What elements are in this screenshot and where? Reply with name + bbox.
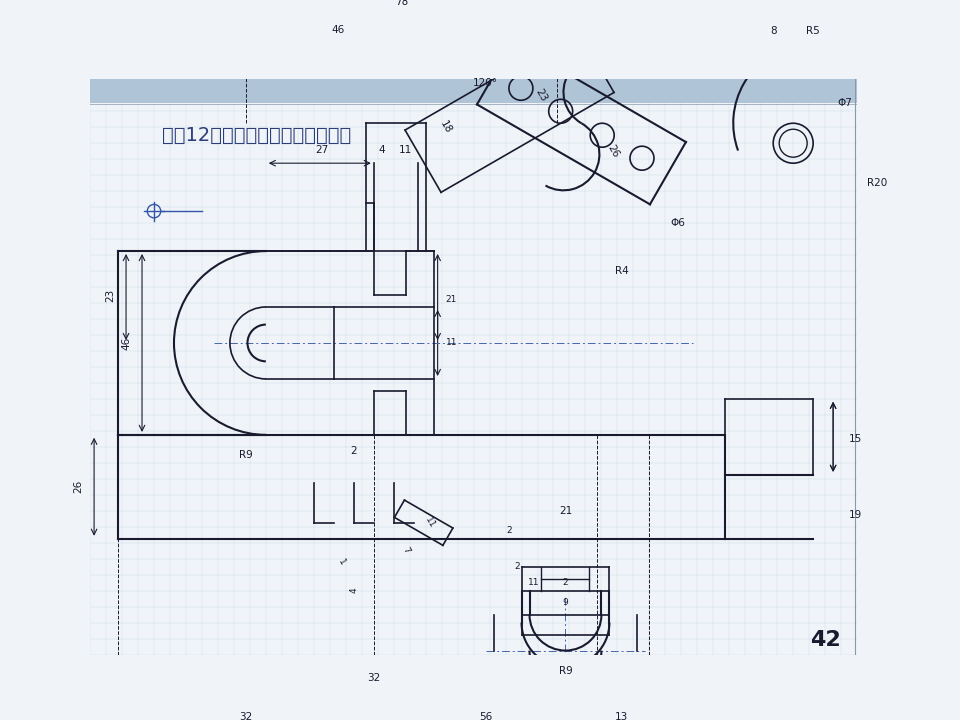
Text: 4: 4	[349, 588, 358, 593]
Text: 2: 2	[350, 446, 357, 456]
Text: 13: 13	[614, 713, 628, 720]
Text: R20: R20	[867, 178, 887, 188]
Text: 46: 46	[121, 336, 132, 350]
Text: R5: R5	[806, 27, 820, 37]
Text: 19: 19	[849, 510, 862, 520]
Text: 1: 1	[336, 558, 348, 567]
Text: R9: R9	[559, 665, 572, 675]
Text: 78: 78	[396, 0, 408, 7]
Text: 46: 46	[331, 25, 345, 35]
Text: 2: 2	[507, 526, 513, 535]
Text: 11: 11	[399, 145, 412, 156]
Text: 21: 21	[445, 294, 457, 304]
Text: 2: 2	[515, 562, 520, 571]
Text: 练习12：绘制如下图所示的图形。: 练习12：绘制如下图所示的图形。	[162, 126, 351, 145]
Text: 15: 15	[849, 434, 862, 444]
Text: 23: 23	[105, 289, 115, 302]
Text: 9: 9	[563, 598, 568, 607]
Text: Φ7: Φ7	[838, 98, 852, 108]
Text: 21: 21	[559, 505, 572, 516]
Text: 4: 4	[378, 145, 385, 156]
Text: 11: 11	[528, 578, 540, 587]
Text: 11: 11	[422, 516, 437, 530]
Text: 26: 26	[606, 143, 621, 159]
Text: Φ6: Φ6	[670, 218, 684, 228]
Text: 42: 42	[809, 630, 841, 650]
Text: 7: 7	[400, 546, 411, 555]
Text: 120°: 120°	[473, 78, 498, 89]
Text: 26: 26	[73, 480, 84, 493]
Text: R9: R9	[239, 450, 252, 460]
Text: 11: 11	[445, 338, 457, 348]
Text: 32: 32	[239, 713, 252, 720]
Text: 2: 2	[563, 578, 568, 587]
Text: R4: R4	[614, 266, 628, 276]
Bar	[90, 79, 857, 103]
Text: 23: 23	[534, 87, 549, 104]
Text: 32: 32	[367, 672, 380, 683]
Text: 18: 18	[438, 119, 453, 135]
Text: 56: 56	[479, 713, 492, 720]
Text: 8: 8	[770, 27, 777, 37]
Text: 27: 27	[315, 145, 328, 156]
